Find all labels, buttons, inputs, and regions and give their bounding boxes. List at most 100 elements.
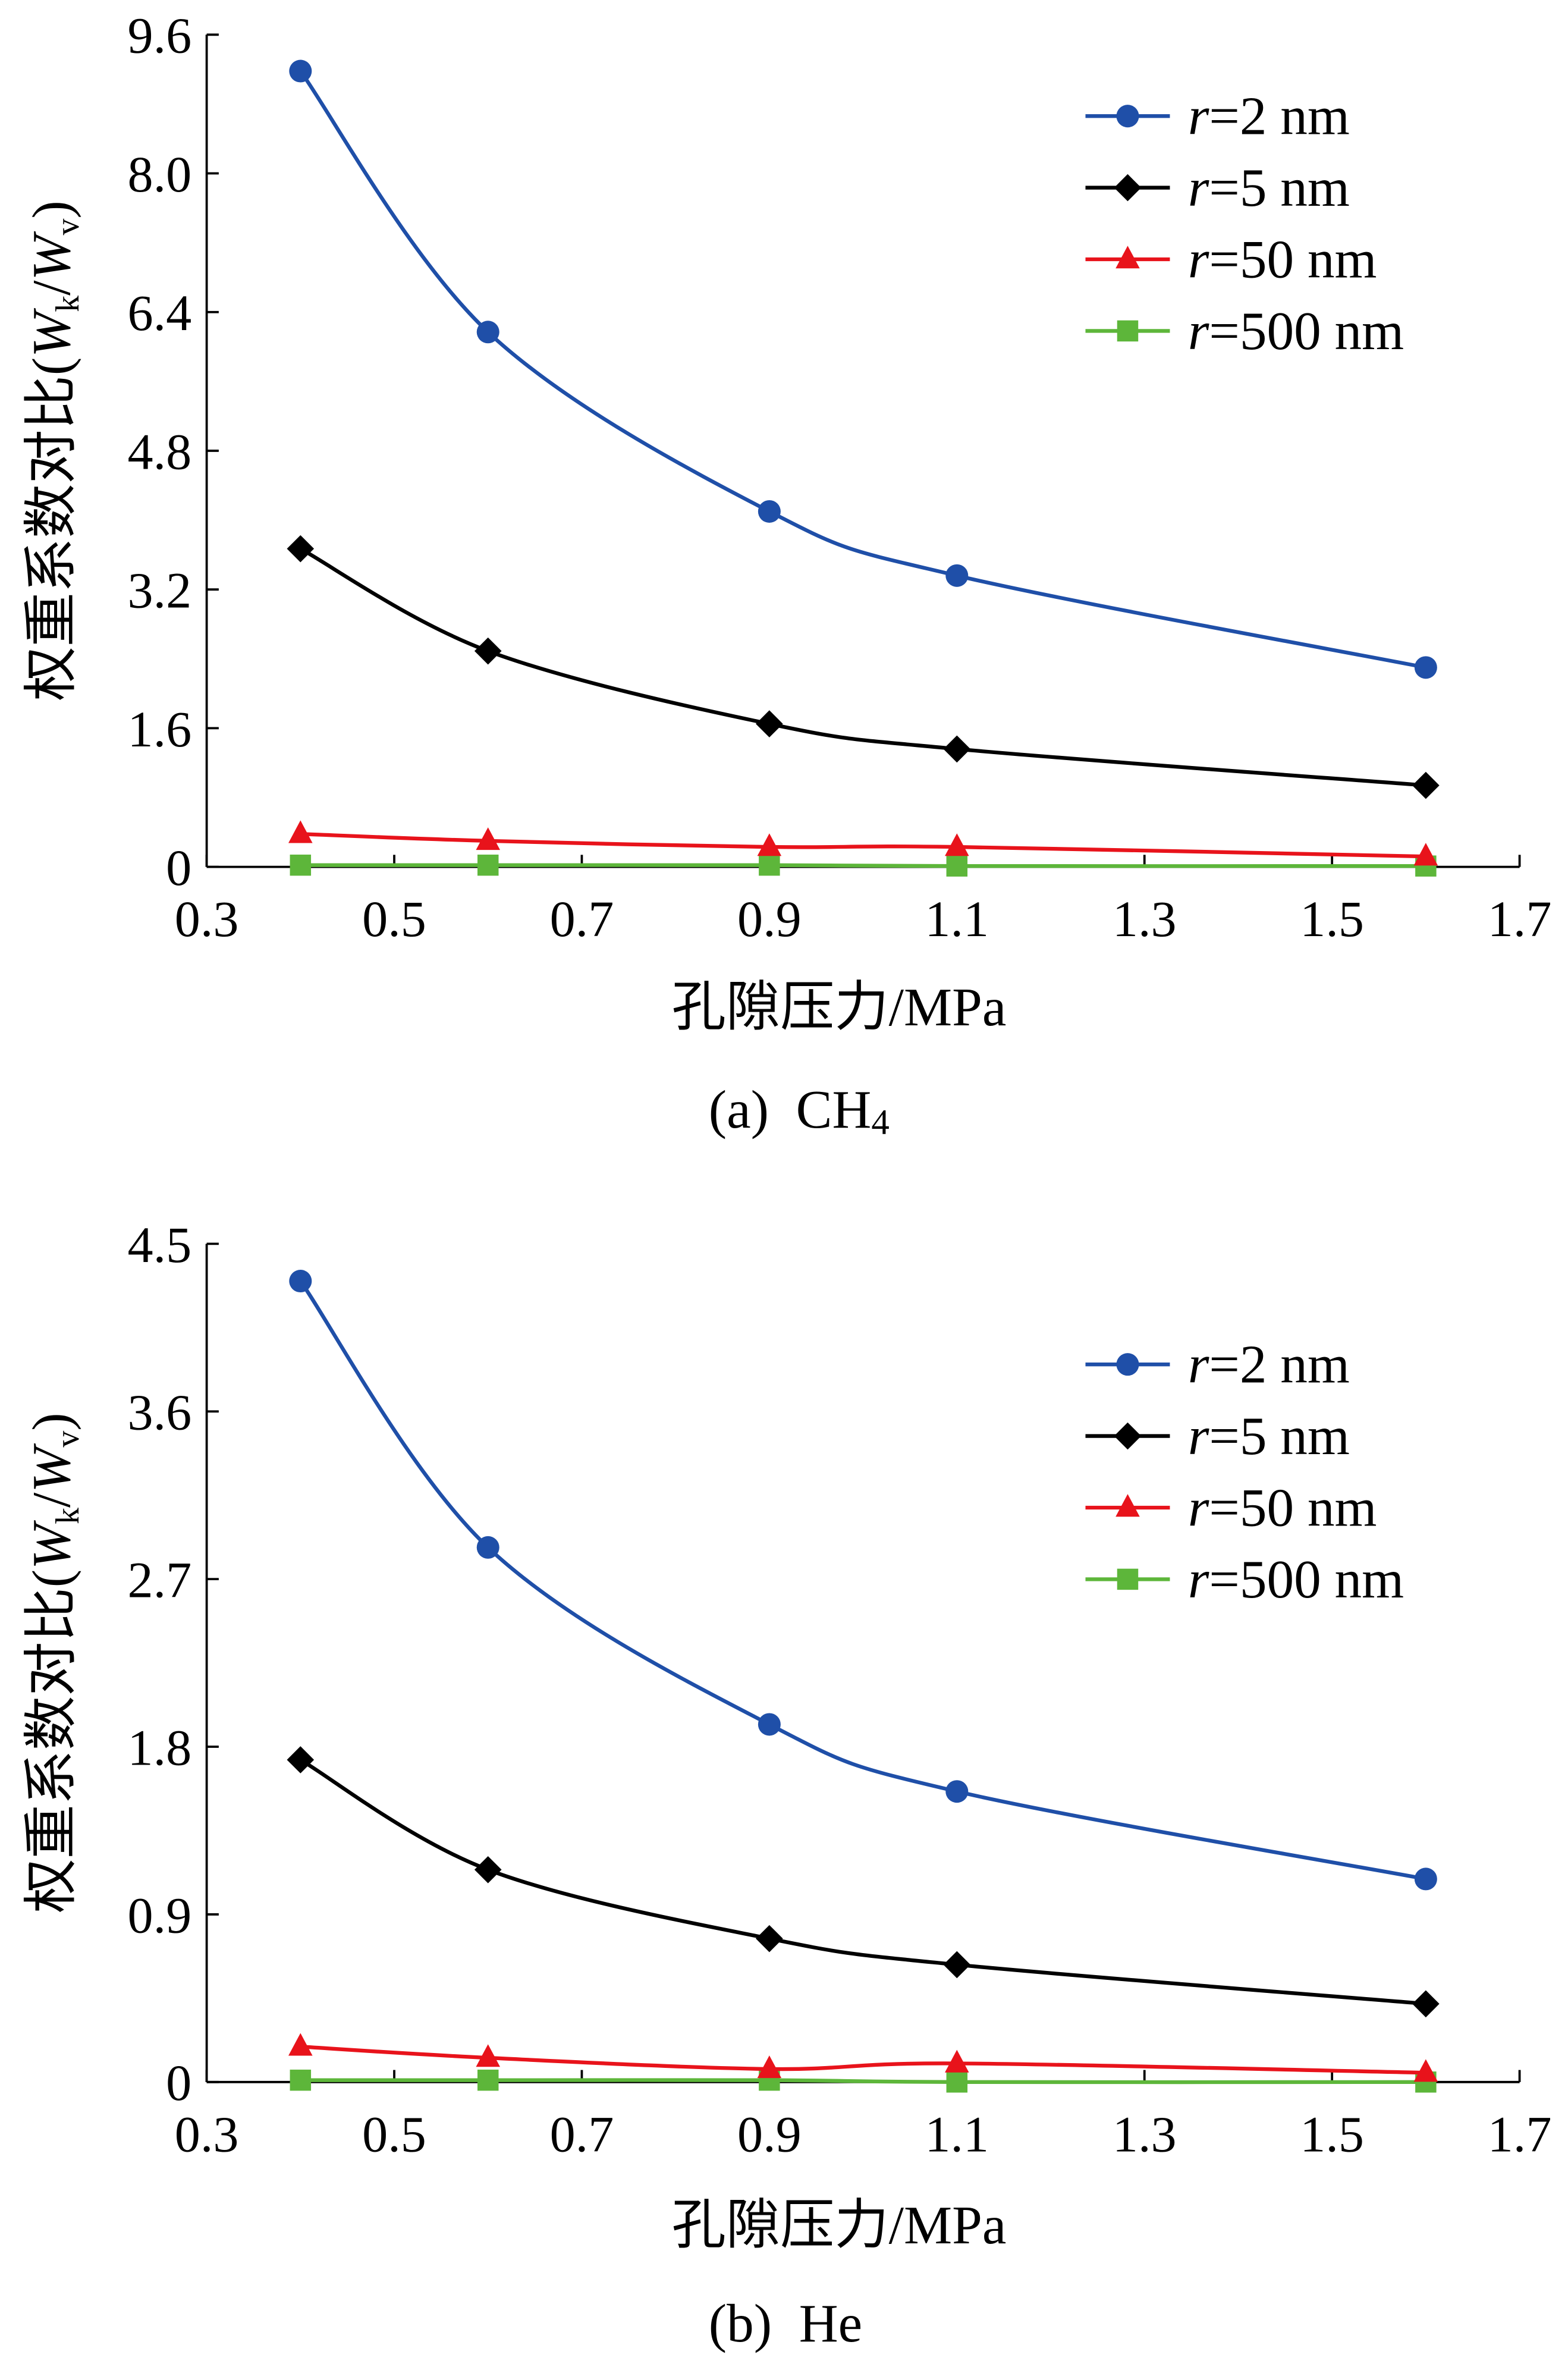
legend-item: r=50 nm xyxy=(1085,1477,1377,1537)
legend-r: r xyxy=(1188,1335,1209,1395)
series-line xyxy=(300,2078,1426,2085)
legend-r: r xyxy=(1188,1549,1209,1609)
series-r-2-nm xyxy=(289,1269,1437,1891)
legend-item: r=2 nm xyxy=(1085,86,1350,146)
series-line xyxy=(300,832,1426,859)
caption: (a) CH4 xyxy=(709,1079,890,1142)
legend-item: r=500 nm xyxy=(1085,301,1404,361)
marker-triangle xyxy=(476,827,501,850)
y-label-sub: k xyxy=(49,1508,86,1524)
series-r-5-nm xyxy=(287,535,1440,799)
marker-triangle xyxy=(1115,1494,1140,1517)
marker-circle xyxy=(476,321,499,344)
y-label-w: W xyxy=(21,231,81,281)
x-tick-label: 1.3 xyxy=(1113,890,1177,947)
series-line xyxy=(299,547,1426,787)
y-label-slash: / xyxy=(21,1492,81,1508)
marker-square xyxy=(477,2069,499,2091)
caption-gas: CH xyxy=(796,1079,872,1140)
y-label-text: 权重系数对比( xyxy=(21,357,81,701)
y-tick-label: 1.6 xyxy=(128,701,192,758)
marker-diamond xyxy=(943,735,971,763)
legend-label: r=5 nm xyxy=(1188,158,1350,218)
legend-label: r=2 nm xyxy=(1188,86,1350,146)
marker-diamond xyxy=(474,1856,502,1884)
x-tick-label: 1.7 xyxy=(1488,2105,1552,2162)
x-tick-label: 0.3 xyxy=(175,2105,239,2162)
legend-r: r xyxy=(1188,1477,1209,1537)
legend-r: r xyxy=(1188,158,1209,218)
marker-triangle xyxy=(757,833,782,856)
x-tick-label: 0.9 xyxy=(737,890,802,947)
x-tick-label: 1.3 xyxy=(1113,2105,1177,2162)
series-r-2-nm xyxy=(289,59,1437,679)
caption-label: (a) xyxy=(709,1079,796,1140)
x-tick-label: 0.9 xyxy=(737,2105,802,2162)
caption: (b) He xyxy=(709,2293,862,2353)
marker-triangle xyxy=(1115,246,1140,269)
series-line xyxy=(300,863,1426,868)
legend-value: =500 nm xyxy=(1209,301,1404,361)
marker-diamond xyxy=(1412,771,1440,799)
x-tick-label: 1.1 xyxy=(925,890,989,947)
marker-diamond xyxy=(1412,1990,1440,2018)
marker-circle xyxy=(758,1713,781,1736)
marker-triangle xyxy=(288,820,313,843)
series-r-50-nm xyxy=(288,2033,1438,2082)
x-tick-label: 1.7 xyxy=(1488,890,1552,947)
y-tick-label: 0 xyxy=(166,839,191,896)
series-r-500-nm xyxy=(290,854,1437,877)
legend-label: r=50 nm xyxy=(1188,229,1377,289)
y-label-sub: v xyxy=(49,219,86,236)
marker-diamond xyxy=(287,1746,315,1773)
marker-square xyxy=(1117,320,1139,342)
legend-value: =50 nm xyxy=(1209,1477,1377,1537)
y-tick-label: 9.6 xyxy=(128,7,192,64)
caption-label: (b) xyxy=(709,2293,799,2353)
marker-diamond xyxy=(474,637,502,665)
x-tick-label: 0.7 xyxy=(550,2105,614,2162)
marker-diamond xyxy=(943,1951,971,1979)
series-r-50-nm xyxy=(288,820,1438,866)
chart-b: 0 0.9 1.8 2.7 3.6 4.5 0.3 0.5 0.7 0.9 1.1 1.3 1.5 1.7… xyxy=(21,1216,1552,2353)
marker-triangle xyxy=(1413,2059,1438,2082)
y-tick-label: 1.8 xyxy=(128,1719,192,1776)
marker-circle xyxy=(476,1536,499,1559)
marker-square xyxy=(759,854,780,876)
marker-triangle xyxy=(757,2055,782,2079)
marker-square xyxy=(290,854,312,876)
x-axis-label: 孔隙压力/MPa xyxy=(672,2195,1007,2255)
x-tick-label: 1.5 xyxy=(1300,890,1364,947)
y-tick-label: 8.0 xyxy=(128,146,192,203)
legend-item: r=500 nm xyxy=(1085,1549,1404,1609)
legend-label: r=500 nm xyxy=(1188,301,1404,361)
y-label-text: 权重系数对比( xyxy=(21,1569,81,1913)
y-label-w: W xyxy=(21,308,81,357)
y-axis-label: 权重系数对比(Wk/Wv) xyxy=(21,200,86,701)
y-label-w: W xyxy=(21,1443,81,1493)
legend-item: r=5 nm xyxy=(1085,158,1350,218)
marker-diamond xyxy=(756,1925,783,1952)
legend-value: =50 nm xyxy=(1209,229,1377,289)
marker-circle xyxy=(758,500,781,523)
legend-label: r=2 nm xyxy=(1188,1335,1350,1395)
legend-label: r=50 nm xyxy=(1188,1477,1377,1537)
x-axis-label: 孔隙压力/MPa xyxy=(672,977,1007,1037)
marker-circle xyxy=(1116,105,1139,128)
series-line xyxy=(300,2045,1426,2075)
legend-value: =2 nm xyxy=(1209,86,1350,146)
y-label-slash: / xyxy=(21,280,81,296)
x-tick-label: 0.7 xyxy=(550,890,614,947)
marker-circle xyxy=(289,59,312,83)
y-tick-label: 0.9 xyxy=(128,1886,192,1944)
marker-circle xyxy=(1414,1867,1437,1891)
marker-diamond xyxy=(1114,1422,1142,1450)
legend-r: r xyxy=(1188,1406,1209,1466)
y-label-sub: k xyxy=(49,296,86,312)
marker-circle xyxy=(1116,1353,1139,1376)
x-tick-label: 0.5 xyxy=(362,890,426,947)
marker-circle xyxy=(945,1780,969,1803)
y-label-w: W xyxy=(21,1520,81,1569)
x-tick-label: 1.1 xyxy=(925,2105,989,2162)
